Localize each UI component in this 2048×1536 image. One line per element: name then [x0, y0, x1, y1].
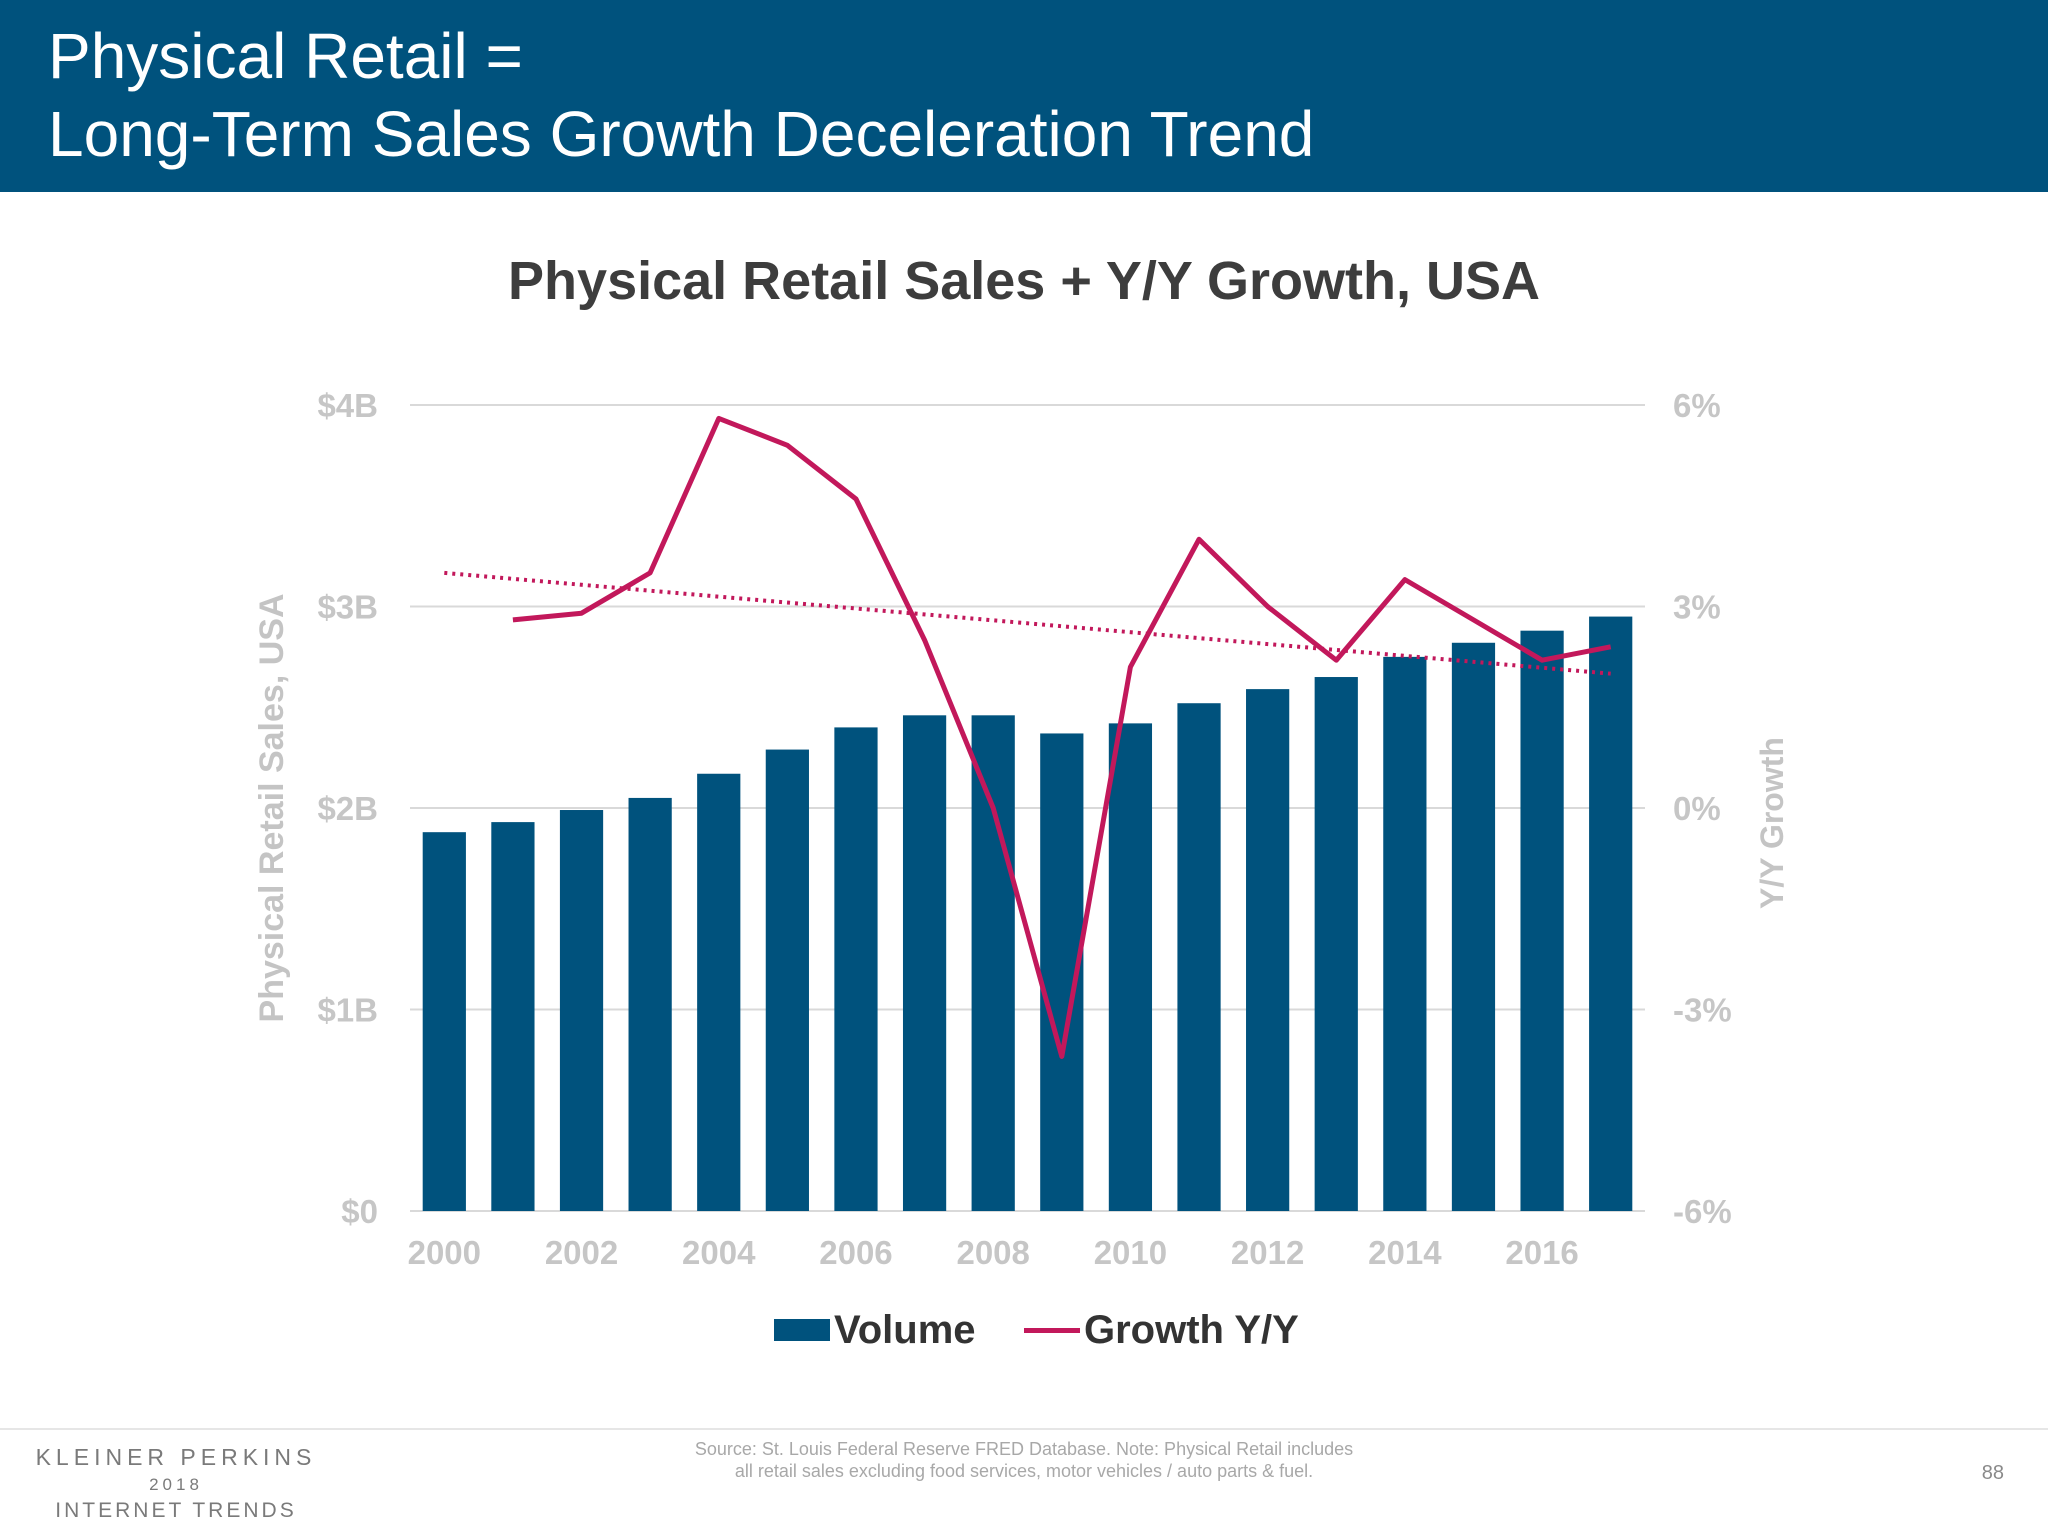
- bar: [902, 715, 947, 1211]
- y-tick-label: $0: [341, 1193, 378, 1230]
- bar: [1108, 723, 1153, 1211]
- brand-name: KLEINER PERKINS: [35, 1444, 317, 1470]
- slide-header: Physical Retail = Long-Term Sales Growth…: [0, 0, 2048, 192]
- bar: [834, 727, 878, 1211]
- x-tick-label: 2012: [1231, 1234, 1304, 1271]
- x-tick-label: 2004: [682, 1234, 756, 1271]
- y-tick-label: $3B: [317, 589, 378, 626]
- legend-swatch-growth: [1024, 1327, 1080, 1333]
- y-tick-label: $1B: [317, 992, 378, 1029]
- chart-title: Physical Retail Sales + Y/Y Growth, USA: [508, 251, 1540, 311]
- brand-report: INTERNET TRENDS: [55, 1499, 297, 1522]
- x-tick-label: 2006: [819, 1234, 892, 1271]
- brand-year: 2018: [149, 1475, 203, 1494]
- y-tick-label: $4B: [317, 387, 378, 424]
- x-tick-label: 2008: [956, 1234, 1029, 1271]
- y2-tick-label: 0%: [1673, 790, 1721, 827]
- footer-divider: [0, 1428, 2048, 1430]
- slide-title-line-1: Physical Retail =: [48, 20, 523, 92]
- bar: [559, 810, 604, 1211]
- bar: [1314, 677, 1358, 1211]
- bar: [491, 822, 535, 1211]
- legend-swatch-volume: [774, 1319, 830, 1341]
- trendline: [444, 570, 1611, 676]
- bar: [422, 832, 466, 1211]
- y2-tick-label: -3%: [1673, 992, 1732, 1029]
- bar: [628, 797, 672, 1211]
- slide-title-line-2: Long-Term Sales Growth Deceleration Tren…: [48, 98, 1315, 170]
- y-axis-label: Physical Retail Sales, USA: [253, 594, 291, 1023]
- y2-tick-label: 3%: [1673, 589, 1721, 626]
- bar: [1246, 689, 1290, 1211]
- x-tick-label: 2014: [1368, 1234, 1442, 1271]
- source-line-2: all retail sales excluding food services…: [734, 1461, 1314, 1481]
- chart-legend: Volume Growth Y/Y: [0, 1302, 2048, 1358]
- bar: [971, 715, 1015, 1211]
- bar: [1520, 630, 1564, 1211]
- y2-tick-label: -6%: [1673, 1193, 1732, 1230]
- bar: [697, 773, 741, 1211]
- bar: [765, 749, 809, 1211]
- x-tick-label: 2000: [408, 1234, 481, 1271]
- y2-tick-label: 6%: [1673, 387, 1721, 424]
- x-tick-label: 2010: [1094, 1234, 1167, 1271]
- source-note: Source: St. Louis Federal Reserve FRED D…: [500, 1438, 1548, 1482]
- bar: [1383, 656, 1427, 1211]
- bar: [1589, 616, 1633, 1211]
- source-line-1: Source: St. Louis Federal Reserve FRED D…: [694, 1439, 1354, 1459]
- legend-item-growth: Growth Y/Y: [1024, 1302, 1299, 1358]
- x-tick-label: 2002: [545, 1234, 618, 1271]
- brand-logo: KLEINER PERKINS 2018 INTERNET TRENDS: [26, 1444, 326, 1523]
- bar: [1177, 703, 1221, 1211]
- legend-item-volume: Volume: [774, 1302, 976, 1358]
- legend-label-growth: Growth Y/Y: [1084, 1307, 1299, 1352]
- y2-axis-label: Y/Y Growth: [1754, 737, 1790, 909]
- growth-line: [512, 415, 1612, 1059]
- x-tick-label: 2016: [1505, 1234, 1578, 1271]
- legend-label-volume: Volume: [834, 1307, 976, 1352]
- page-number: 88: [1981, 1462, 2004, 1484]
- bar: [1451, 642, 1496, 1211]
- y-tick-label: $2B: [317, 790, 378, 827]
- chart-plot: $0 $1B $2B $3B $4B -6% -3% 0% 3% 6% 2000 2002 2004 20…: [253, 387, 1790, 1271]
